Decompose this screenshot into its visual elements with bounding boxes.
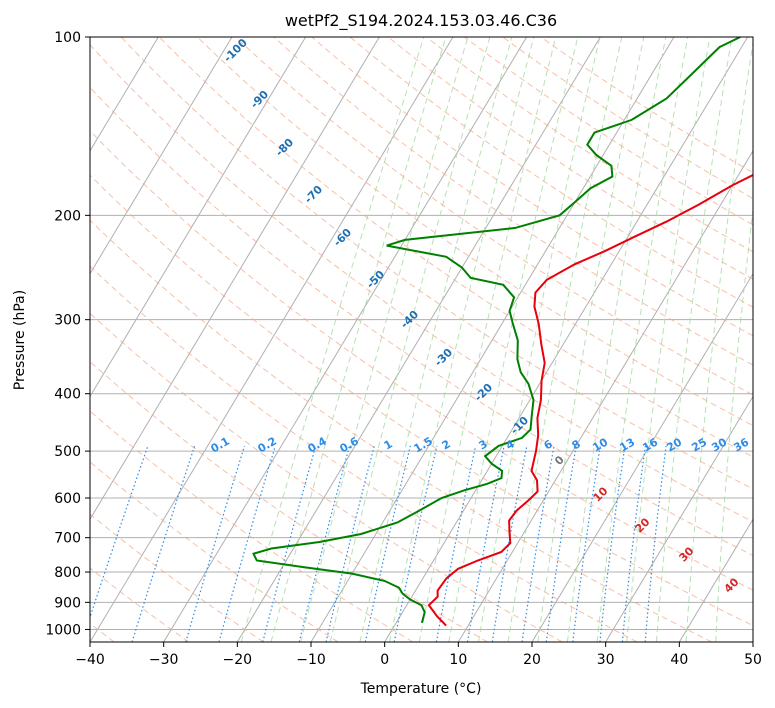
isotherm-line [90,37,159,152]
moist-adiabat-line [270,37,447,642]
x-axis-ticks: −40 −30 −20 −10 0 10 20 30 40 50 [75,642,762,668]
isotherm-line [384,37,749,642]
moist-adiabat-line [685,38,753,642]
moist-adiabat-line [329,37,491,642]
moist-adiabat-line [715,205,753,642]
isotherm-line [605,395,753,642]
chart-title: wetPf2_S194.2024.153.03.46.C36 [285,11,557,31]
mixing-ratio-line [521,445,555,642]
mixing-ratio-line [262,445,317,642]
mixing-ratio-line [90,445,149,619]
dry-adiabat-line [90,265,638,642]
y-tick-label: 300 [54,313,81,329]
isotherm-line [90,37,233,275]
mixing-ratio-line [599,445,626,642]
moist-adiabat-line [389,37,535,642]
x-tick-label: 10 [449,652,467,668]
moist-adiabat-line [418,37,557,642]
moist-adiabat-line [537,37,645,642]
x-tick-label: 30 [597,652,615,668]
mixing-ratio-line [364,445,411,642]
moist-adiabat-line [240,37,425,642]
y-tick-label: 200 [54,208,81,224]
mixing-ratio-line [572,445,601,642]
moist-adiabat-line [478,37,601,642]
y-tick-label: 900 [54,595,81,611]
mixing-ratio-line [644,445,667,642]
isotherm-line [90,37,380,521]
moist-adiabat-line [626,37,711,642]
y-tick-label: 1000 [45,622,81,638]
dry-adiabat-line [90,44,753,523]
y-tick-label: 600 [54,491,81,507]
y-axis-label: Pressure (hPa) [12,290,28,390]
dewpoint-profile-line [252,37,741,624]
dry-adiabat-line [273,37,753,366]
x-tick-label: 0 [380,652,389,668]
y-tick-label: 100 [54,30,81,46]
mixing-ratio-line [466,445,505,642]
moist-adiabat-line [566,37,667,642]
dry-adiabat-line [349,37,753,308]
dry-adiabat-line [197,37,753,427]
mixing-ratio-line [435,445,477,642]
isotherm-line [678,518,753,642]
mixing-ratio-line [491,445,528,642]
dry-adiabat-line [90,86,753,557]
isotherm-line [163,37,528,642]
dry-adiabat-line [235,37,753,396]
y-tick-label: 500 [54,444,81,460]
mixing-ratio-line [545,445,577,642]
x-tick-label: 50 [744,652,762,668]
moist-adiabat-line [596,37,689,642]
x-tick-label: −30 [149,652,179,668]
mixing-ratio-line [325,445,375,642]
mixing-ratio-line [621,445,646,642]
series-layer [252,37,753,627]
plot-frame [89,36,754,643]
dry-adiabat-line [158,37,753,458]
y-tick-label: 400 [54,387,81,403]
y-axis-ticks: 100 200 300 400 500 600 700 800 900 1000 [45,30,90,638]
mixing-ratio-line [393,445,438,642]
moist-adiabat-line [359,37,513,642]
isotherm-line [236,37,601,642]
dry-adiabat-line [90,130,753,591]
isotherm-line [310,37,675,642]
x-tick-label: −10 [296,652,326,668]
x-tick-label: 40 [670,652,688,668]
isotherm-line [90,37,307,398]
x-tick-label: −20 [223,652,253,668]
moist-adiabat-line [655,37,733,642]
isotherm-line [90,37,454,642]
y-tick-label: 700 [54,531,81,547]
isotherm-line [457,149,753,642]
x-tick-label: −40 [75,652,105,668]
mixing-ratio-line [298,445,351,642]
dry-adiabat-line [90,410,414,642]
y-tick-label: 800 [54,565,81,581]
x-tick-label: 20 [523,652,541,668]
moist-adiabat-line [507,37,623,642]
temperature-profile-line [427,173,753,627]
dry-adiabat-line [90,513,264,642]
x-axis-label: Temperature (°C) [360,681,482,697]
moist-adiabat-line [448,37,579,642]
dry-adiabat-line [120,37,753,490]
dry-adiabat-line [90,174,753,627]
